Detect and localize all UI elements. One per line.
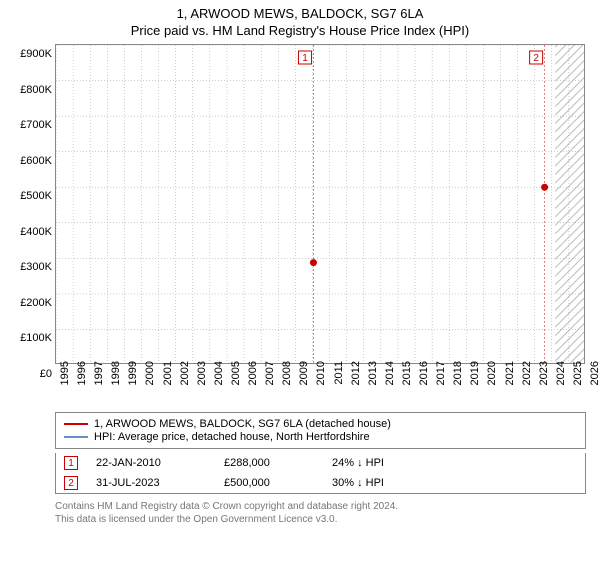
sale-delta: 24% ↓ HPI <box>332 457 384 469</box>
sales-table: 1 22-JAN-2010 £288,000 24% ↓ HPI 2 31-JUL-202… <box>55 453 586 494</box>
x-axis-label: 2002 <box>179 361 191 401</box>
x-axis-label: 2016 <box>418 361 430 401</box>
y-axis-label: £600K <box>2 155 52 167</box>
x-axis-label: 1996 <box>76 361 88 401</box>
x-axis-label: 2009 <box>298 361 310 401</box>
page-subtitle: Price paid vs. HM Land Registry's House … <box>0 23 600 38</box>
x-axis-label: 2005 <box>230 361 242 401</box>
y-axis-label: £500K <box>2 190 52 202</box>
page-title: 1, ARWOOD MEWS, BALDOCK, SG7 6LA <box>0 6 600 21</box>
x-axis-label: 2006 <box>247 361 259 401</box>
x-axis-label: 2022 <box>521 361 533 401</box>
x-axis-label: 2014 <box>384 361 396 401</box>
y-axis-label: £700K <box>2 119 52 131</box>
chart-svg: 12 <box>56 45 585 364</box>
footer-line1: Contains HM Land Registry data © Crown c… <box>55 500 586 513</box>
x-axis-label: 1995 <box>59 361 71 401</box>
y-axis-label: £300K <box>2 261 52 273</box>
x-axis-label: 2021 <box>504 361 516 401</box>
y-axis-label: £200K <box>2 297 52 309</box>
legend-row: HPI: Average price, detached house, Nort… <box>64 431 577 443</box>
x-axis-label: 1997 <box>93 361 105 401</box>
x-axis-label: 2017 <box>435 361 447 401</box>
y-axis-label: £100K <box>2 332 52 344</box>
y-axis-label: £900K <box>2 48 52 60</box>
x-axis-label: 2026 <box>589 361 600 401</box>
x-axis-label: 2018 <box>452 361 464 401</box>
x-axis-label: 2008 <box>281 361 293 401</box>
sale-date: 31-JUL-2023 <box>96 477 206 489</box>
sale-delta: 30% ↓ HPI <box>332 477 384 489</box>
x-axis-label: 2004 <box>213 361 225 401</box>
x-axis-label: 2001 <box>162 361 174 401</box>
footer-line2: This data is licensed under the Open Gov… <box>55 513 586 526</box>
sale-price: £288,000 <box>224 457 314 469</box>
svg-text:2: 2 <box>533 53 539 64</box>
x-axis-label: 2024 <box>555 361 567 401</box>
x-axis-label: 2023 <box>538 361 550 401</box>
legend-row: 1, ARWOOD MEWS, BALDOCK, SG7 6LA (detach… <box>64 418 577 430</box>
sale-marker-icon: 1 <box>64 456 78 470</box>
x-axis-label: 2025 <box>572 361 584 401</box>
legend-swatch <box>64 423 88 425</box>
sale-date: 22-JAN-2010 <box>96 457 206 469</box>
legend-swatch <box>64 436 88 438</box>
y-axis-label: £0 <box>2 368 52 380</box>
y-axis-label: £800K <box>2 84 52 96</box>
x-axis-label: 2011 <box>333 361 345 401</box>
x-axis-label: 2003 <box>196 361 208 401</box>
legend-label: 1, ARWOOD MEWS, BALDOCK, SG7 6LA (detach… <box>94 418 391 430</box>
x-axis-label: 2015 <box>401 361 413 401</box>
x-axis-label: 2010 <box>315 361 327 401</box>
sale-price: £500,000 <box>224 477 314 489</box>
x-axis-label: 2019 <box>469 361 481 401</box>
x-axis-label: 2012 <box>350 361 362 401</box>
x-axis-label: 2020 <box>486 361 498 401</box>
sale-marker-icon: 2 <box>64 476 78 490</box>
sale-row: 1 22-JAN-2010 £288,000 24% ↓ HPI <box>56 453 585 473</box>
x-axis-label: 2013 <box>367 361 379 401</box>
footer: Contains HM Land Registry data © Crown c… <box>55 500 586 526</box>
y-axis-label: £400K <box>2 226 52 238</box>
sale-row: 2 31-JUL-2023 £500,000 30% ↓ HPI <box>56 473 585 493</box>
x-axis-label: 1998 <box>110 361 122 401</box>
chart-plot: 12 <box>55 44 585 364</box>
x-axis-label: 1999 <box>127 361 139 401</box>
legend-label: HPI: Average price, detached house, Nort… <box>94 431 370 443</box>
legend: 1, ARWOOD MEWS, BALDOCK, SG7 6LA (detach… <box>55 412 586 449</box>
x-axis-label: 2000 <box>144 361 156 401</box>
x-axis-label: 2007 <box>264 361 276 401</box>
svg-text:1: 1 <box>302 53 308 64</box>
